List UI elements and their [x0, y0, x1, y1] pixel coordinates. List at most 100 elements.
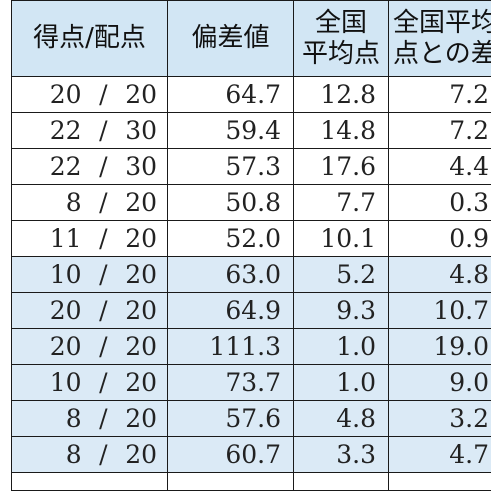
score-slash: / — [99, 260, 108, 289]
score-value: 20 — [49, 332, 82, 361]
header-diff-line1: 全国平均 — [393, 7, 491, 38]
header-national-average: 全国 平均点 — [293, 0, 389, 77]
score-fraction: 20 / 20 — [13, 80, 167, 109]
table-row: 10 / 20 73.7 1.0 9.0 — [11, 364, 491, 401]
national-average-cell: 10.1 — [293, 220, 389, 257]
diff-cell: 0.9 — [388, 220, 491, 257]
max-score-value: 20 — [125, 368, 157, 397]
table-row: 11 / 20 52.0 10.1 0.9 — [11, 220, 491, 257]
deviation-cell: 60.7 — [167, 436, 294, 473]
score-fraction: 11 / 20 — [13, 224, 167, 253]
max-score-value: 20 — [125, 404, 157, 433]
score-slash: / — [99, 188, 108, 217]
national-average-cell: 3.3 — [293, 436, 389, 473]
table-row: 22 / 30 59.4 14.8 7.2 — [11, 112, 491, 149]
score-slash: / — [99, 80, 108, 109]
deviation-cell: 57.3 — [167, 148, 294, 185]
deviation-cell: 50.8 — [167, 184, 294, 221]
table-body: 20 / 20 64.7 12.8 7.2 22 / 30 59.4 14.8 7.2 22 / 30 57.… — [11, 76, 491, 491]
score-slash: / — [99, 404, 108, 433]
diff-cell: 4.4 — [388, 148, 491, 185]
score-fraction: 20 / 20 — [13, 332, 167, 361]
clipped-cell — [11, 472, 168, 491]
deviation-cell: 52.0 — [167, 220, 294, 257]
table-row: 20 / 20 111.3 1.0 19.0 — [11, 328, 491, 365]
score-value: 20 — [49, 296, 82, 325]
score-value: 8 — [65, 404, 82, 433]
diff-cell: 9.0 — [388, 364, 491, 401]
max-score-value: 30 — [125, 152, 157, 181]
score-fraction: 20 / 20 — [13, 296, 167, 325]
clipped-cell — [293, 472, 389, 491]
diff-cell: 10.7 — [388, 292, 491, 329]
score-cell: 8 / 20 — [11, 436, 168, 473]
max-score-value: 20 — [125, 80, 157, 109]
diff-cell: 19.0 — [388, 328, 491, 365]
score-fraction: 10 / 20 — [13, 260, 167, 289]
score-cell: 22 / 30 — [11, 112, 168, 149]
score-value: 8 — [65, 440, 82, 469]
table-row-clipped — [11, 472, 491, 491]
score-fraction: 22 / 30 — [13, 152, 167, 181]
national-average-cell: 1.0 — [293, 328, 389, 365]
max-score-value: 20 — [125, 224, 157, 253]
diff-cell: 7.2 — [388, 112, 491, 149]
header-diff-from-average: 全国平均 点との差 — [388, 0, 491, 77]
score-fraction: 10 / 20 — [13, 368, 167, 397]
score-slash: / — [99, 224, 108, 253]
max-score-value: 20 — [125, 332, 157, 361]
table-row: 10 / 20 63.0 5.2 4.8 — [11, 256, 491, 293]
national-average-cell: 5.2 — [293, 256, 389, 293]
max-score-value: 30 — [125, 116, 157, 145]
national-average-cell: 9.3 — [293, 292, 389, 329]
table-row: 22 / 30 57.3 17.6 4.4 — [11, 148, 491, 185]
diff-cell: 3.2 — [388, 400, 491, 437]
score-table: 得点/配点 偏差値 全国 平均点 全国平均 点との差 20 / 20 64.7 12.8… — [11, 0, 491, 491]
score-cell: 10 / 20 — [11, 256, 168, 293]
diff-cell: 0.3 — [388, 184, 491, 221]
score-slash: / — [99, 332, 108, 361]
score-value: 22 — [49, 116, 82, 145]
deviation-cell: 64.7 — [167, 76, 294, 113]
header-national-average-line2: 平均点 — [301, 38, 380, 69]
max-score-value: 20 — [125, 440, 157, 469]
score-value: 10 — [49, 368, 82, 397]
score-fraction: 8 / 20 — [13, 440, 167, 469]
score-slash: / — [99, 368, 108, 397]
table-row: 8 / 20 57.6 4.8 3.2 — [11, 400, 491, 437]
national-average-cell: 14.8 — [293, 112, 389, 149]
score-value: 11 — [49, 224, 82, 253]
deviation-cell: 64.9 — [167, 292, 294, 329]
score-cell: 20 / 20 — [11, 76, 168, 113]
score-slash: / — [99, 440, 108, 469]
score-cell: 10 / 20 — [11, 364, 168, 401]
score-slash: / — [99, 152, 108, 181]
table-row: 8 / 20 60.7 3.3 4.7 — [11, 436, 491, 473]
score-cell: 22 / 30 — [11, 148, 168, 185]
score-cell: 11 / 20 — [11, 220, 168, 257]
national-average-cell: 7.7 — [293, 184, 389, 221]
score-cell: 8 / 20 — [11, 400, 168, 437]
diff-cell: 4.8 — [388, 256, 491, 293]
header-national-average-line1: 全国 — [314, 7, 367, 38]
deviation-cell: 57.6 — [167, 400, 294, 437]
score-slash: / — [99, 296, 108, 325]
clipped-cell — [167, 472, 294, 491]
score-value: 20 — [49, 80, 82, 109]
national-average-cell: 1.0 — [293, 364, 389, 401]
national-average-cell: 4.8 — [293, 400, 389, 437]
clipped-cell — [388, 472, 491, 491]
deviation-cell: 73.7 — [167, 364, 294, 401]
score-cell: 8 / 20 — [11, 184, 168, 221]
table-row: 20 / 20 64.7 12.8 7.2 — [11, 76, 491, 113]
max-score-value: 20 — [125, 296, 157, 325]
table-header: 得点/配点 偏差値 全国 平均点 全国平均 点との差 — [11, 0, 491, 77]
max-score-value: 20 — [125, 188, 157, 217]
score-value: 8 — [65, 188, 82, 217]
deviation-cell: 63.0 — [167, 256, 294, 293]
header-deviation: 偏差値 — [167, 0, 294, 77]
diff-cell: 4.7 — [388, 436, 491, 473]
table-row: 20 / 20 64.9 9.3 10.7 — [11, 292, 491, 329]
score-cell: 20 / 20 — [11, 328, 168, 365]
header-diff-line2: 点との差 — [393, 38, 491, 69]
